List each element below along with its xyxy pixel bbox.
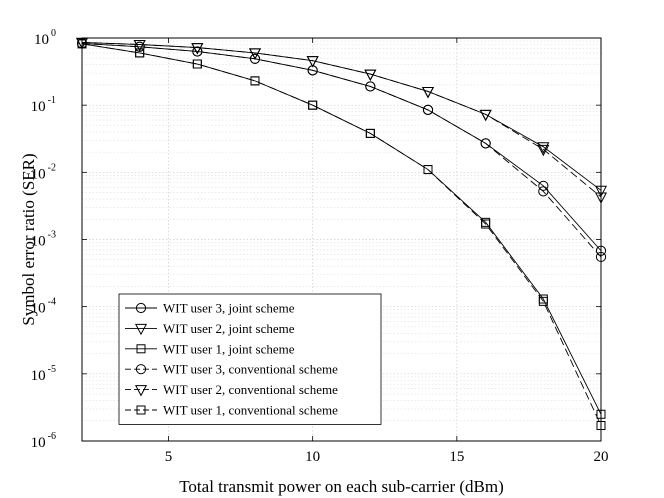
series-1 [76,38,607,256]
series-5 [75,37,608,204]
series-group [75,37,608,431]
series-4 [76,38,607,263]
legend-label: WIT user 2, conventional scheme [163,382,338,397]
data-point [308,100,318,110]
y-tick-label: 10 -2 [31,162,56,182]
data-point [480,138,491,149]
data-point [134,41,145,52]
y-tick-label: 10 -4 [31,297,56,317]
data-point [594,185,608,198]
data-point [595,245,607,256]
data-point [423,165,433,175]
data-point [421,86,435,99]
legend-item: WIT user 1, joint scheme [125,341,295,356]
data-point [249,53,261,64]
data-point [596,409,606,419]
legend-item: WIT user 2, joint scheme [125,321,295,336]
legend: WIT user 3, joint scheme WIT user 2, join… [118,293,382,425]
data-point [133,40,146,52]
data-point [596,421,606,431]
series-6 [77,39,606,431]
legend-label: WIT user 3, joint scheme [163,301,295,316]
y-axis-label: Symbol error ratio (SER) [19,153,38,325]
legend-marker [135,302,147,314]
x-tick-label: 20 [594,449,609,465]
data-point [306,56,319,68]
legend-item: WIT user 3, joint scheme [125,301,295,316]
data-point [248,48,262,60]
x-tick-label: 10 [305,449,320,465]
data-point [537,144,550,157]
data-point [75,37,89,50]
legend-label: WIT user 1, joint scheme [163,341,295,356]
x-axis-label: Total transmit power on each sub-carrier… [179,477,504,496]
data-point [364,69,377,81]
data-point [537,142,550,154]
data-point [538,296,548,306]
data-point [365,128,375,138]
legend-item: WIT user 3, conventional scheme [125,362,338,377]
data-point [250,76,260,86]
series-line [81,42,602,258]
legend-item: WIT user 2, conventional scheme [125,382,338,397]
data-point [192,59,202,69]
x-tick-label: 5 [165,449,173,465]
legend-marker [135,364,147,375]
legend-marker [134,323,148,336]
data-point [421,86,435,99]
series-line [81,41,602,198]
legend-label: WIT user 3, conventional scheme [163,362,338,377]
data-point [77,39,87,49]
legend-label: WIT user 1, conventional scheme [163,403,338,418]
series-line [81,43,602,426]
legend-label: WIT user 2, joint scheme [163,321,295,336]
x-tick-label: 15 [449,449,464,465]
series-line [81,42,602,252]
y-tick-label: 10 -3 [31,230,56,250]
data-point [479,109,492,122]
y-tick-label: 10 -5 [31,364,56,384]
legend-marker [136,405,146,415]
data-point [365,81,376,92]
y-tick-label: 10 0 [34,28,56,48]
y-tick-label: 10 -6 [31,431,56,451]
legend-item: WIT user 1, conventional scheme [125,403,338,418]
legend-box [118,293,382,425]
legend-marker [136,344,146,354]
data-point [538,186,549,197]
data-point [594,192,608,204]
data-point [422,104,434,116]
y-tick-label: 10 -1 [31,95,56,115]
data-point [538,180,549,191]
data-point [481,219,491,229]
data-point [595,251,607,263]
data-point [135,48,145,58]
data-point [191,43,204,55]
data-point [192,46,203,57]
legend-marker [134,385,148,397]
